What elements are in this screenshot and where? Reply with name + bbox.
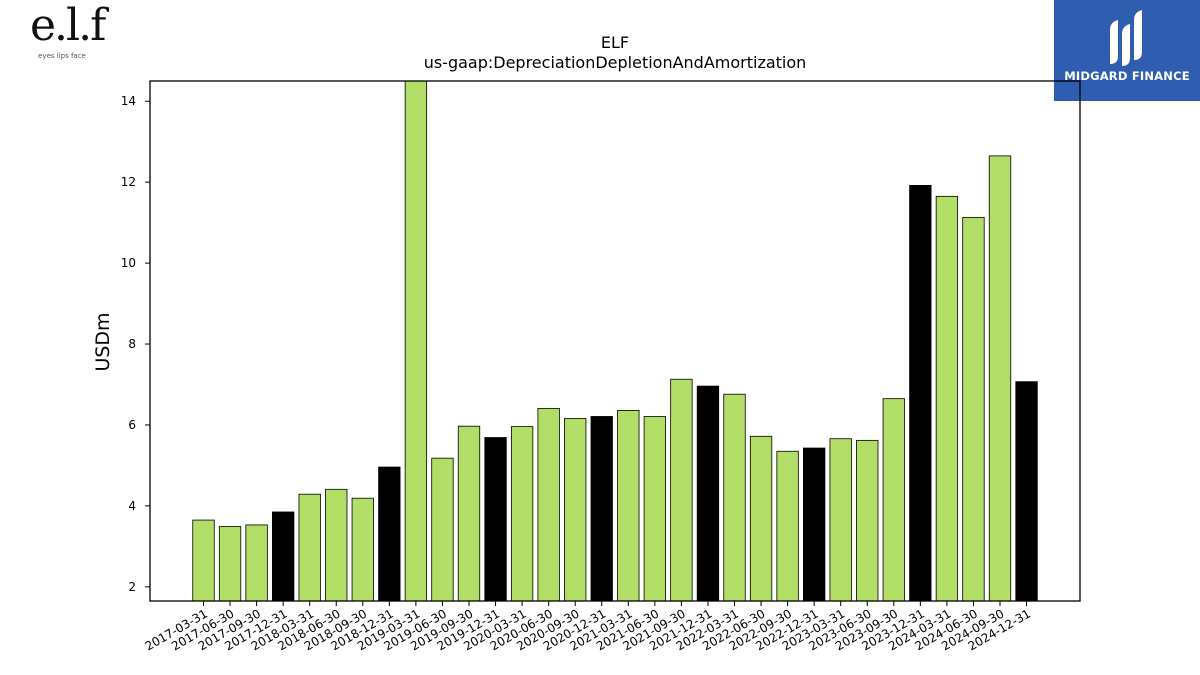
bar-2021-12-31 [696, 385, 720, 602]
bar-2024-03-31 [935, 195, 959, 602]
elf-logo-tagline: eyes lips face [38, 52, 86, 60]
bar-2021-09-30 [670, 378, 693, 602]
elf-logo: e.l.f eyes lips face [30, 0, 106, 62]
elf-logo-mark: e.l.f [30, 0, 106, 51]
bar-2020-03-31 [510, 426, 534, 602]
bars-group [192, 80, 1038, 602]
y-tick-label: 4 [128, 499, 136, 513]
bar-2018-06-30 [325, 488, 348, 602]
bar-2020-12-31 [590, 416, 613, 602]
bar-2021-03-31 [617, 409, 640, 602]
midgard-brand-name: MIDGARD FINANCE [1064, 69, 1190, 83]
bar-2019-12-31 [484, 437, 507, 602]
y-tick-label: 14 [121, 94, 136, 108]
bar-2024-12-31 [1015, 381, 1038, 602]
bar-2017-12-31 [271, 511, 295, 602]
bar-2023-06-30 [856, 439, 879, 602]
chart-subtitle: us-gaap:DepreciationDepletionAndAmortiza… [424, 53, 807, 72]
y-tick-label: 10 [121, 256, 136, 270]
bar-2020-06-30 [537, 407, 560, 602]
midgard-emblem-icon [1110, 10, 1142, 66]
y-tick-label: 12 [121, 175, 136, 189]
bar-2019-09-30 [457, 425, 481, 602]
midgard-finance-logo: MIDGARD FINANCE [1054, 0, 1200, 101]
bar-2017-09-30 [245, 524, 268, 602]
bar-2022-12-31 [803, 447, 826, 602]
bar-2023-03-31 [829, 438, 852, 602]
bar-2017-03-31 [192, 519, 215, 602]
bar-2017-06-30 [218, 526, 242, 602]
bar-2018-12-31 [378, 466, 401, 602]
bar-2020-09-30 [564, 418, 587, 602]
y-axis-ticks: 2 4 6 8 10 12 14 [121, 94, 150, 594]
bar-2023-09-30 [882, 398, 905, 602]
y-tick-label: 8 [128, 337, 136, 351]
x-axis-ticks: 2017-03-312017-06-302017-09-302017-12-31… [143, 601, 1033, 653]
bar-2018-09-30 [351, 497, 374, 602]
y-tick-label: 6 [128, 418, 136, 432]
bar-2024-09-30 [988, 155, 1012, 602]
y-tick-label: 2 [128, 580, 136, 594]
y-axis-label: USDm [92, 312, 114, 371]
bar-2021-06-30 [643, 416, 666, 602]
bar-2022-06-30 [749, 435, 773, 602]
plot-frame [149, 80, 1081, 602]
bar-2022-03-31 [723, 393, 746, 602]
bar-2022-09-30 [776, 450, 799, 602]
bar-2018-03-31 [298, 493, 321, 602]
bar-2019-03-31 [404, 80, 428, 602]
bar-2019-06-30 [431, 457, 454, 602]
bar-2024-06-30 [962, 216, 985, 602]
bar-2023-12-31 [909, 184, 932, 602]
chart-title: ELF [601, 33, 629, 52]
